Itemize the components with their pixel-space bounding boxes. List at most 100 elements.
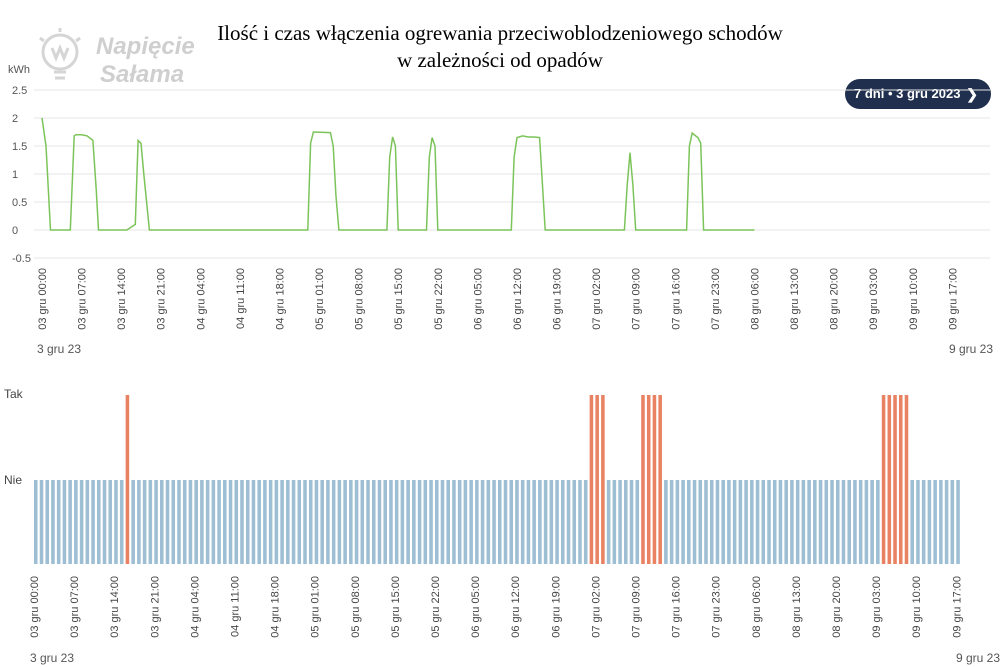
bar-nie (629, 480, 634, 564)
bar-nie (280, 480, 284, 564)
bar-nie (681, 480, 685, 564)
x-tick-label: 06 gru 05:00 (472, 268, 484, 330)
bar-nie (274, 480, 279, 564)
bar-nie (171, 480, 176, 564)
x-tick-label: 08 gru 13:00 (791, 576, 803, 638)
x-tick-label: 09 gru 10:00 (908, 268, 920, 330)
x-tick-label: 09 gru 17:00 (947, 268, 959, 330)
bar-nie (543, 480, 548, 564)
bar-nie (727, 480, 731, 564)
bar-nie (97, 480, 101, 564)
bar-nie (515, 480, 519, 564)
bar-nie (612, 480, 617, 564)
bar-nie (635, 480, 640, 564)
bar-nie (532, 480, 536, 564)
x-tick-label: 08 gru 20:00 (829, 268, 841, 330)
bar-tak (589, 395, 594, 564)
x-start-label: 3 gru 23 (37, 342, 81, 356)
x-tick-label: 04 gru 18:00 (270, 576, 282, 638)
bar-nie (933, 480, 937, 564)
x-end-label: 9 gru 23 (956, 651, 1000, 665)
bar-nie (62, 480, 67, 564)
bar-nie (520, 480, 525, 564)
x-tick-label: 07 gru 16:00 (671, 576, 683, 638)
x-tick-label: 03 gru 21:00 (156, 268, 168, 330)
bar-nie (813, 480, 817, 564)
bar-nie (939, 480, 943, 564)
bar-nie (337, 480, 342, 564)
bar-tak (601, 395, 605, 564)
bar-nie (910, 480, 914, 564)
bar-nie (257, 480, 261, 564)
x-tick-label: 07 gru 23:00 (710, 268, 722, 330)
y-tick-label: 2 (12, 113, 18, 125)
x-tick-label: 09 gru 03:00 (868, 268, 880, 330)
bar-nie (349, 480, 353, 564)
bar-nie (853, 480, 857, 564)
y-axis-unit: kWh (8, 64, 30, 76)
bar-nie (669, 480, 674, 564)
x-tick-label: 03 gru 14:00 (116, 268, 128, 330)
bar-nie (263, 480, 267, 564)
x-tick-label: 08 gru 06:00 (751, 576, 763, 638)
bar-nie (154, 480, 158, 564)
bar-tak (904, 395, 909, 564)
x-tick-label: 04 gru 04:00 (195, 268, 207, 330)
bar-tak (595, 395, 599, 564)
x-tick-label: 05 gru 22:00 (430, 576, 442, 638)
x-tick-label: 07 gru 09:00 (630, 576, 642, 638)
bar-nie (102, 480, 107, 564)
bar-nie (45, 480, 50, 564)
bar-tak (658, 395, 662, 564)
bar-nie (526, 480, 531, 564)
bar-nie (165, 480, 170, 564)
bar-nie (772, 480, 777, 564)
bar-nie (858, 480, 863, 564)
x-tick-label: 06 gru 19:00 (550, 576, 562, 638)
bar-nie (704, 480, 708, 564)
bar-nie (921, 480, 926, 564)
bar-nie (131, 480, 135, 564)
bar-nie (807, 480, 811, 564)
bar-nie (475, 480, 479, 564)
bar-nie (91, 480, 95, 564)
bar-nie (148, 480, 153, 564)
bar-nie (509, 480, 514, 564)
bar-nie (698, 480, 703, 564)
x-tick-label: 05 gru 01:00 (314, 268, 326, 330)
bar-nie (721, 480, 725, 564)
x-tick-label: 05 gru 22:00 (433, 268, 445, 330)
y-tick-label: 0 (12, 225, 18, 237)
bar-nie (738, 480, 743, 564)
bar-tak (646, 395, 651, 564)
y-category-nie: Nie (4, 473, 22, 487)
bar-nie (119, 480, 124, 564)
x-end-label: 9 gru 23 (949, 342, 993, 356)
bar-tak (652, 395, 657, 564)
x-tick-label: 07 gru 02:00 (590, 576, 602, 638)
bar-nie (778, 480, 783, 564)
bar-nie (555, 480, 559, 564)
bar-nie (142, 480, 147, 564)
bar-nie (492, 480, 496, 564)
x-tick-label: 03 gru 14:00 (109, 576, 121, 638)
bar-nie (561, 480, 565, 564)
bar-nie (835, 480, 840, 564)
bar-nie (572, 480, 577, 564)
bar-nie (841, 480, 846, 564)
bar-nie (709, 480, 714, 564)
bar-nie (394, 480, 399, 564)
bar-nie (286, 480, 290, 564)
x-tick-label: 03 gru 21:00 (149, 576, 161, 638)
bar-nie (715, 480, 720, 564)
bar-tak (125, 395, 130, 564)
x-tick-label: 09 gru 17:00 (951, 576, 963, 638)
bar-nie (750, 480, 754, 564)
bar-nie (795, 480, 800, 564)
bar-nie (314, 480, 319, 564)
x-tick-label: 03 gru 00:00 (37, 268, 49, 330)
bar-nie (85, 480, 90, 564)
bar-nie (767, 480, 771, 564)
bar-nie (755, 480, 760, 564)
